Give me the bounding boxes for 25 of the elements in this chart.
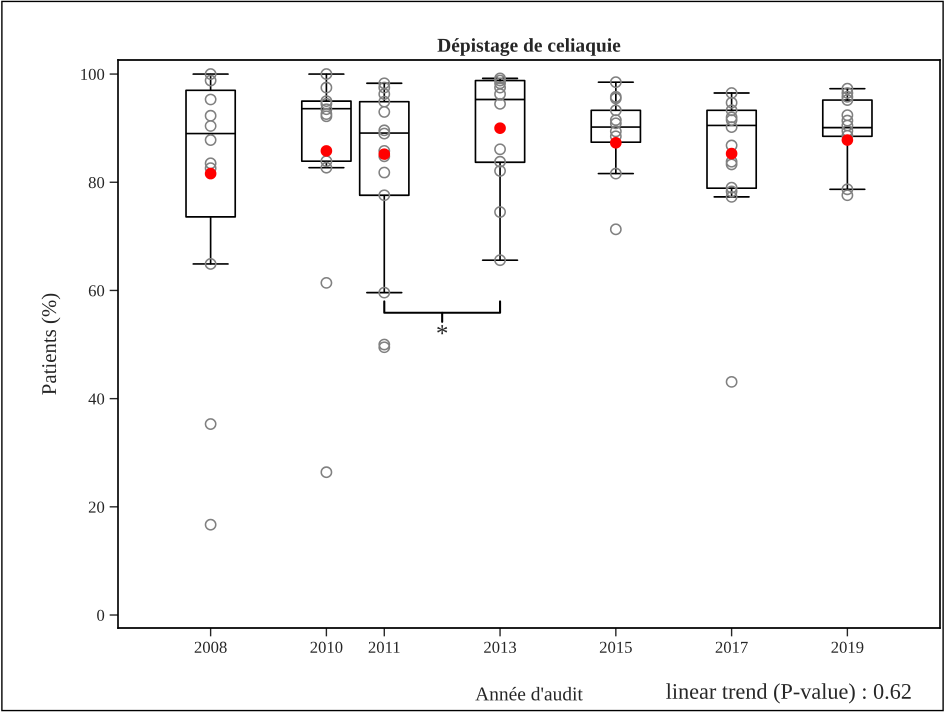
x-tick-label: 2015 — [600, 642, 632, 653]
y-tick-label: 20 — [88, 502, 104, 513]
annotation: * — [437, 325, 448, 334]
point — [726, 148, 738, 160]
point — [610, 136, 622, 149]
y-tick-label: 100 — [81, 68, 104, 80]
chart-title: Dépistage de celiaquie — [438, 38, 620, 56]
point — [204, 168, 216, 180]
y-axis-title: Patients (%) — [41, 294, 60, 395]
point — [842, 134, 854, 146]
y-tick-label: 40 — [88, 393, 104, 405]
x-tick-label: 2017 — [716, 642, 748, 653]
x-tick-label: 2013 — [484, 642, 516, 653]
point — [494, 122, 506, 134]
x-tick-label: 2008 — [194, 642, 227, 653]
x-tick-label: 2019 — [831, 642, 864, 653]
y-tick-label: 60 — [88, 285, 104, 296]
y-tick-label: 80 — [88, 176, 104, 188]
point — [378, 148, 390, 160]
point — [320, 145, 332, 157]
y-tick-label: 0 — [97, 610, 104, 621]
text: linear trend (P-value) : 0.62 — [666, 683, 911, 704]
x-axis-title: Année d'audit — [475, 686, 583, 701]
x-tick-label: 2010 — [310, 642, 342, 653]
x-tick-label: 2011 — [368, 642, 400, 653]
